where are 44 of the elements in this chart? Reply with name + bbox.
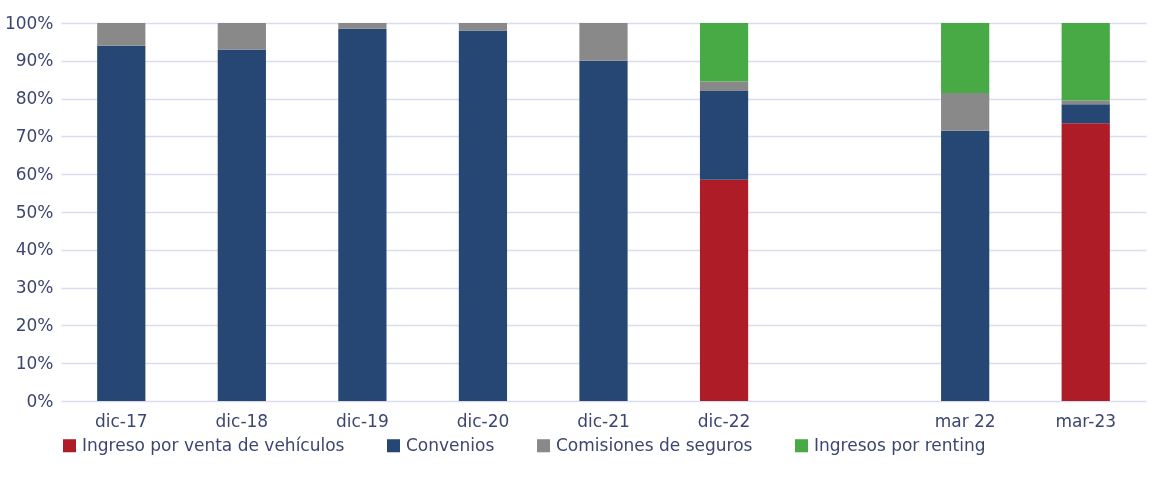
bar [941,130,990,401]
x-tick-label: mar 22 [934,410,996,431]
y-tick-label: 90% [15,50,54,71]
bar [458,30,508,401]
y-tick-label: 20% [15,314,54,335]
bar [1061,23,1110,101]
x-tick-label: dic-19 [336,410,389,431]
x-tick-label: dic-20 [456,410,510,431]
bar [941,23,990,93]
y-tick-label: 70% [15,125,54,146]
bar [97,45,146,401]
bar [1061,123,1110,401]
legend-label: Comisiones de seguros [556,434,753,455]
y-tick-label: 30% [15,277,54,298]
y-tick-label: 80% [15,88,54,109]
bar [699,91,749,180]
bar [699,23,749,82]
bar [699,81,749,92]
bar [1061,104,1110,124]
y-tick-label: 60% [15,163,54,184]
bar [941,92,990,131]
bar [699,179,749,401]
bar [97,23,146,46]
x-tick-label: dic-21 [577,410,630,431]
x-tick-label: dic-22 [697,410,751,431]
bar [338,23,387,29]
legend-label: Ingresos por renting [814,434,986,455]
y-tick-label: 0% [26,390,54,411]
y-tick-label: 100% [4,12,54,33]
y-tick-label: 10% [15,352,54,373]
x-tick-label: mar-23 [1055,410,1117,431]
bar [217,49,266,401]
bar [458,23,508,31]
legend-label: Ingreso por venta de vehículos [82,434,345,455]
bar [579,60,628,401]
y-tick-label: 40% [15,239,54,260]
bar [579,23,628,61]
y-tick-label: 50% [15,201,54,222]
x-tick-label: dic-18 [215,410,269,431]
bar [217,23,266,50]
legend-label: Convenios [406,434,495,455]
bar [338,28,387,401]
x-tick-label: dic-17 [94,410,148,431]
bar [1061,100,1110,105]
